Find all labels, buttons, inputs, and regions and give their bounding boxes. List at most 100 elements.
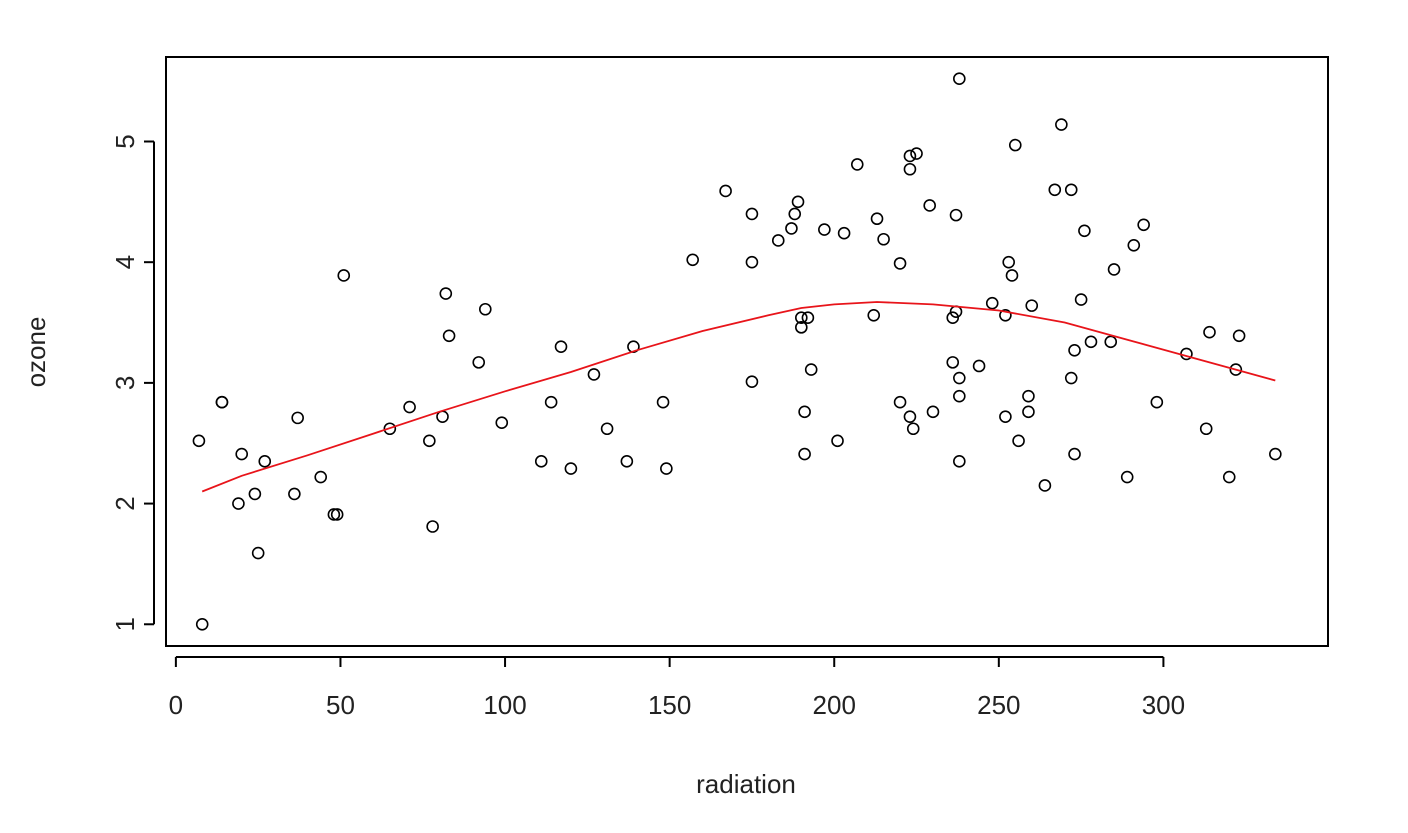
y-axis-title: ozone	[21, 317, 51, 388]
data-point	[953, 389, 966, 403]
data-point	[801, 311, 815, 325]
y-tick-label: 4	[110, 255, 140, 269]
data-point	[1104, 335, 1118, 349]
data-point	[1008, 138, 1022, 152]
y-tick-label: 5	[110, 134, 140, 148]
data-point	[877, 232, 890, 246]
data-point	[1038, 479, 1052, 492]
data-point	[337, 269, 351, 282]
data-point	[192, 434, 206, 448]
data-point	[1022, 405, 1035, 419]
x-tick-label: 150	[648, 690, 691, 720]
data-point	[1025, 299, 1039, 312]
data-point	[719, 184, 732, 198]
data-point	[423, 434, 436, 448]
data-point	[999, 410, 1012, 423]
data-point	[867, 308, 881, 322]
data-point	[288, 487, 301, 501]
data-point	[745, 375, 759, 388]
data-point	[258, 455, 272, 468]
data-point	[804, 363, 818, 376]
data-point	[972, 359, 986, 373]
data-point	[554, 340, 568, 353]
data-point	[1107, 263, 1121, 276]
data-point	[1150, 395, 1164, 409]
data-point	[953, 371, 966, 385]
data-point	[479, 302, 492, 316]
data-point	[534, 455, 548, 468]
data-point	[949, 208, 963, 222]
data-point	[314, 470, 328, 484]
data-point	[906, 422, 920, 436]
data-point	[1068, 343, 1081, 357]
data-point	[791, 195, 805, 209]
data-point	[1199, 422, 1213, 436]
data-point	[660, 462, 673, 475]
data-point	[1005, 269, 1019, 282]
data-point	[818, 223, 831, 236]
data-point	[472, 356, 486, 369]
data-point	[235, 447, 249, 461]
data-point	[771, 234, 785, 247]
data-point	[564, 462, 578, 475]
data-point	[785, 222, 798, 235]
data-point	[893, 395, 907, 409]
data-point	[837, 226, 851, 240]
data-point	[1012, 434, 1025, 448]
data-point	[620, 455, 634, 468]
y-tick-label: 3	[110, 376, 140, 390]
data-point	[870, 212, 884, 226]
x-tick-label: 200	[813, 690, 856, 720]
data-point	[831, 434, 844, 448]
data-point	[985, 296, 999, 310]
data-point	[953, 455, 966, 468]
plot-frame	[165, 56, 1329, 647]
data-point	[1048, 183, 1062, 197]
data-point	[745, 207, 759, 221]
data-point	[903, 410, 917, 423]
data-point	[1022, 389, 1035, 403]
y-tick-label: 1	[110, 617, 140, 631]
data-point	[926, 405, 940, 419]
data-point	[923, 199, 936, 212]
data-point	[1269, 447, 1282, 461]
data-point	[946, 356, 960, 369]
data-point	[1002, 255, 1015, 269]
y-axis: 1 2 3 4 5	[110, 134, 155, 632]
data-point	[232, 497, 245, 510]
data-point	[946, 311, 960, 325]
data-point	[798, 447, 811, 461]
data-point	[953, 72, 966, 86]
data-point	[798, 405, 811, 419]
data-point	[1074, 293, 1088, 306]
data-point	[587, 368, 601, 381]
data-point	[850, 158, 864, 171]
data-point	[495, 416, 509, 430]
data-point	[383, 422, 397, 436]
smoothed-fit-line	[201, 301, 1276, 493]
data-point	[656, 395, 670, 409]
x-tick-label: 250	[977, 690, 1020, 720]
data-point	[893, 257, 907, 270]
data-point	[1222, 470, 1236, 484]
data-point	[544, 395, 558, 409]
data-point	[439, 287, 453, 300]
data-point	[195, 617, 209, 631]
data-point	[1137, 218, 1150, 232]
data-point	[600, 422, 614, 436]
x-tick-label: 100	[483, 690, 526, 720]
x-tick-label: 300	[1142, 690, 1185, 720]
data-point	[795, 311, 808, 325]
x-axis: 0 50 100 150 200 250 300	[169, 656, 1185, 720]
data-point	[291, 411, 304, 425]
x-axis-title: radiation	[696, 769, 796, 799]
data-point	[903, 162, 917, 176]
data-point	[1068, 447, 1081, 461]
data-point	[248, 487, 262, 501]
data-point	[788, 207, 802, 221]
data-point	[903, 149, 917, 163]
data-point	[1229, 363, 1243, 376]
data-point	[1120, 470, 1134, 484]
data-point	[442, 329, 456, 343]
